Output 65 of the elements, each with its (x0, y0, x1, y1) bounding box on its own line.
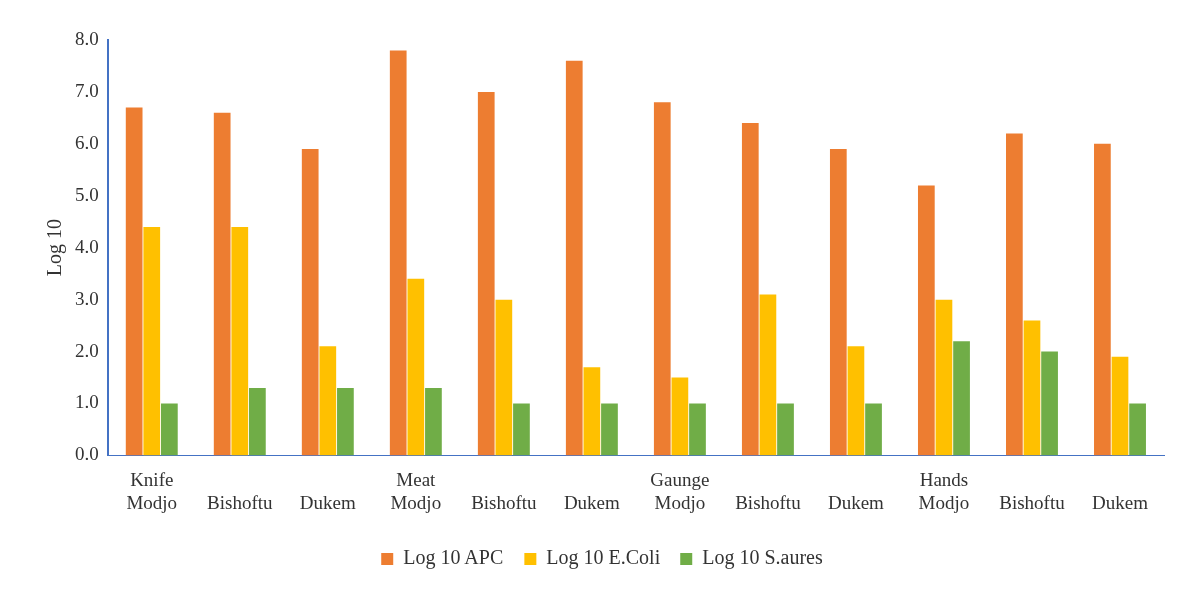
bar (407, 278, 425, 456)
bar (847, 346, 865, 456)
bar (917, 185, 935, 456)
bar (759, 294, 777, 456)
bar (319, 346, 337, 456)
bar (1023, 320, 1041, 456)
bar (601, 403, 618, 456)
y-tick-label: 5.0 (75, 183, 99, 205)
y-tick-label: 1.0 (75, 391, 99, 413)
bar (425, 387, 442, 456)
bar (231, 226, 249, 456)
bar (1041, 351, 1058, 456)
bar (865, 403, 882, 456)
legend-label: Log 10 APC (403, 546, 504, 570)
legend-label: Log 10 S.aures (702, 546, 823, 570)
bar (249, 387, 266, 456)
bar (125, 107, 143, 456)
bar (829, 149, 847, 456)
x-tick-label: Dukem (299, 491, 356, 513)
bar (953, 341, 970, 456)
bar (495, 299, 513, 456)
bar (935, 299, 953, 456)
y-tick-label: 4.0 (75, 235, 99, 257)
text: Hands (919, 468, 969, 490)
x-tick-label: Bishoftu (735, 491, 802, 513)
bar (301, 149, 319, 456)
x-tick-label: Bishoftu (207, 491, 274, 513)
bar (1006, 133, 1023, 456)
x-tick-label: Modjo (654, 491, 706, 513)
y-tick-label: 8.0 (75, 27, 99, 49)
x-tick-label: Bishoftu (999, 491, 1066, 513)
bar (777, 403, 794, 456)
x-tick-label: Dukem (563, 491, 621, 513)
y-tick-label: 3.0 (75, 287, 99, 309)
text: Gaunge (650, 468, 710, 490)
bar (583, 367, 601, 456)
y-tick-label: 0.0 (75, 443, 99, 465)
y-tick-label: 2.0 (75, 339, 99, 361)
bar (741, 123, 759, 456)
bar (671, 377, 689, 456)
bar (1129, 403, 1146, 456)
bar (1111, 356, 1129, 456)
bar (161, 403, 178, 456)
text: Meat (396, 468, 437, 490)
bar (513, 403, 530, 456)
bar (565, 60, 583, 456)
bar (389, 50, 407, 456)
x-tick-label: Dukem (1092, 491, 1149, 513)
bar (1094, 143, 1111, 456)
bar (689, 403, 706, 456)
x-tick-label: Modjo (126, 491, 178, 513)
bar (337, 387, 354, 456)
bar (653, 102, 671, 456)
x-tick-label: Dukem (827, 491, 885, 513)
bar (213, 112, 231, 456)
y-tick-label: 6.0 (75, 131, 99, 153)
text: Knife (130, 468, 174, 490)
bar (143, 226, 161, 456)
x-tick-label: Modjo (390, 491, 442, 513)
legend-label: Log 10 E.Coli (546, 546, 661, 570)
y-tick-label: 7.0 (75, 79, 99, 101)
y-axis-title: Log 10 (43, 219, 67, 277)
x-tick-label: Bishoftu (471, 491, 538, 513)
bar (477, 91, 495, 456)
x-tick-label: Modjo (918, 491, 970, 513)
